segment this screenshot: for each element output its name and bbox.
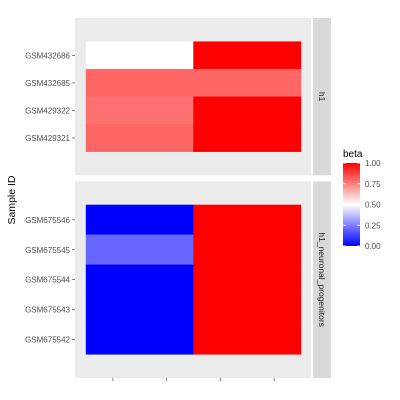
- heatmap-cell: [85, 96, 194, 125]
- heatmap-cell: [85, 234, 194, 265]
- facet-strip-label: h1_neuronal_progenitors: [317, 232, 327, 327]
- heatmap-cell: [193, 264, 302, 295]
- legend-ticks: 1.00 0.75 0.50 0.25 0.00: [343, 159, 381, 251]
- y-axis-title: Sample ID: [6, 175, 18, 224]
- heatmap-cell: [85, 68, 194, 97]
- y-tick-label: GSM675546: [25, 216, 70, 225]
- heatmap-cell: [193, 294, 302, 325]
- y-tick-label: GSM432685: [25, 79, 70, 88]
- legend-tick-label: 0.50: [365, 201, 381, 210]
- heatmap-cell: [85, 41, 194, 70]
- heatmap-cell: [85, 204, 194, 236]
- heatmap-cell: [193, 96, 302, 125]
- facet-strip: [313, 18, 331, 176]
- facet-strip: [313, 181, 331, 378]
- heatmap-cell: [193, 68, 302, 97]
- y-tick-label: GSM675542: [25, 335, 70, 344]
- heatmap-cell: [193, 41, 302, 70]
- facet-strip-label: h1: [317, 92, 327, 102]
- y-tick-label: GSM429321: [25, 134, 70, 143]
- legend-colorbar: [343, 163, 360, 246]
- y-tick-label: GSM675544: [25, 276, 70, 285]
- heatmap-cell: [85, 294, 194, 325]
- heatmap-cell: [193, 234, 302, 265]
- legend-tick-label: 0.75: [365, 180, 381, 189]
- legend-title: beta: [343, 149, 363, 160]
- heatmap-cell: [193, 204, 302, 236]
- y-tick-label: GSM432686: [25, 51, 70, 60]
- color-legend: beta 1.00 0.75 0.50 0.25 0.00: [343, 149, 381, 251]
- heatmap-cell: [85, 324, 194, 355]
- y-tick-label: GSM429322: [25, 106, 70, 115]
- y-tick-label: GSM675543: [25, 306, 70, 315]
- heatmap-cell: [193, 123, 302, 152]
- legend-tick-label: 0.25: [365, 221, 381, 230]
- legend-tick-label: 1.00: [365, 159, 381, 168]
- heatmap-cell: [85, 264, 194, 295]
- y-tick-label: GSM675545: [25, 246, 70, 255]
- heatmap-cell: [85, 123, 194, 152]
- heatmap-panels: GSM432686GSM432685GSM429322GSM429321h1GS…: [25, 18, 331, 381]
- heatmap-cell: [193, 324, 302, 355]
- legend-tick-label: 0.00: [365, 242, 381, 251]
- panel-h1_neuronal_progenitors: GSM675546 GSM675545 GSM675544 GSM675543 GSM6…: [25, 181, 331, 378]
- panel-h1: GSM432686 GSM432685 GSM429322 GSM429321 h1: [25, 18, 331, 176]
